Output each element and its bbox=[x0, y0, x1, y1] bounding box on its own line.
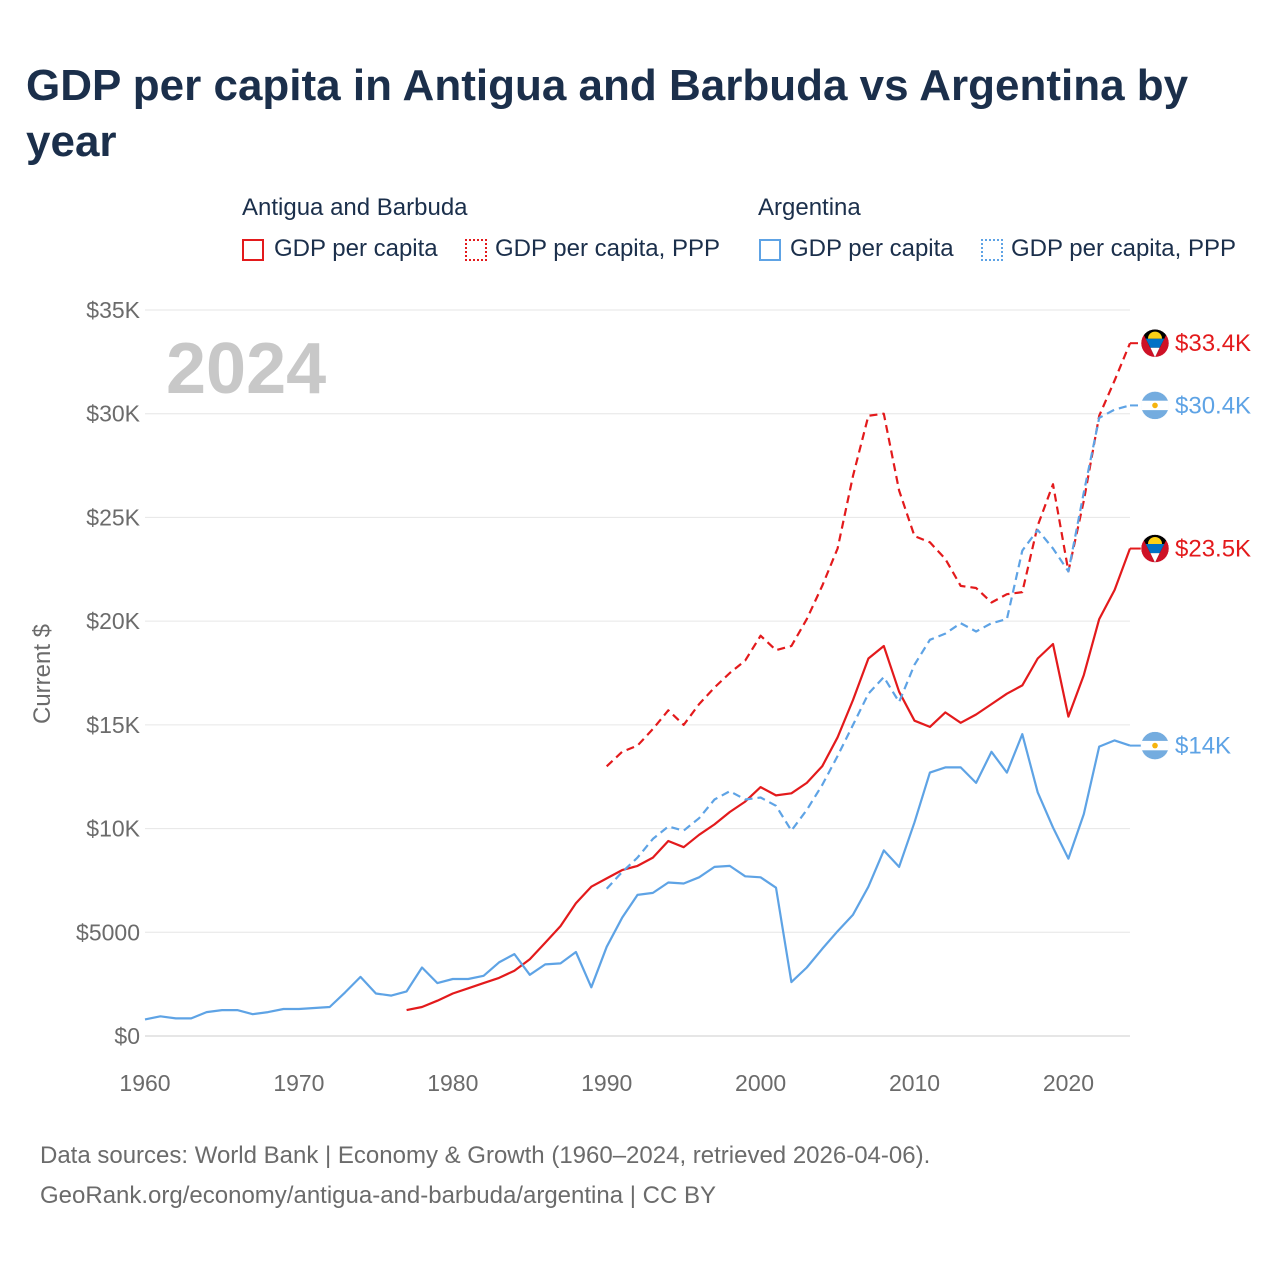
legend-swatch-dotted-blue bbox=[981, 239, 1003, 261]
antigua-flag-icon bbox=[1140, 534, 1170, 563]
antigua-flag-icon bbox=[1140, 328, 1170, 358]
series-line-argentina-gdp-per-capita bbox=[144, 733, 1131, 1021]
y-tick-label: $5000 bbox=[76, 919, 140, 945]
legend-swatch-solid-blue bbox=[759, 239, 781, 261]
y-tick-label: $30K bbox=[86, 401, 140, 427]
footer-link[interactable]: GeoRank.org/economy/antigua-and-barbuda/… bbox=[40, 1182, 716, 1209]
gridlines bbox=[145, 309, 1130, 1037]
end-value-label: $30.4K bbox=[1175, 392, 1251, 419]
y-axis-ticks: $0 $5000 $10K $15K $20K $25K $30K $35K bbox=[76, 297, 141, 1049]
flag-fill bbox=[1141, 391, 1169, 420]
line-chart: $0 $5000 $10K $15K $20K $25K $30K $35K 1960 1970… bbox=[29, 297, 1251, 1096]
series-line-antigua-and-barbuda-gdp-per-capita bbox=[406, 548, 1132, 1012]
legend-label: GDP per capita, PPP bbox=[1011, 235, 1236, 262]
flag-band-blue bbox=[1145, 543, 1165, 554]
y-axis-label: Current $ bbox=[29, 624, 56, 724]
footer: Data sources: World Bank | Economy & Gro… bbox=[40, 1136, 930, 1216]
flag-fill bbox=[1141, 534, 1169, 563]
x-axis-ticks: 1960 1970 1980 1990 2000 2010 2020 bbox=[119, 1070, 1094, 1096]
legend-swatch-dotted-red bbox=[465, 239, 487, 261]
x-tick-label: 1990 bbox=[581, 1070, 632, 1096]
flag-outline bbox=[1140, 328, 1170, 358]
flag-outline bbox=[1140, 391, 1170, 420]
y-tick-label: $10K bbox=[86, 816, 140, 842]
x-tick-label: 1970 bbox=[273, 1070, 324, 1096]
y-tick-label: $0 bbox=[114, 1023, 140, 1049]
argentina-flag-icon bbox=[1140, 391, 1170, 420]
x-tick-label: 2010 bbox=[889, 1070, 940, 1096]
end-value-label: $23.5K bbox=[1175, 536, 1251, 563]
flag-band-white bbox=[1150, 553, 1160, 563]
y-tick-label: $35K bbox=[86, 297, 140, 323]
x-tick-label: 1980 bbox=[427, 1070, 478, 1096]
end-labels: $23.5K $33.4K $14K $30.4K bbox=[1130, 328, 1251, 760]
legend: Antigua and Barbuda Argentina GDP per ca… bbox=[0, 190, 1280, 270]
flag-sun bbox=[1148, 331, 1162, 339]
flag-outline bbox=[1140, 731, 1170, 760]
end-value-label: $33.4K bbox=[1175, 330, 1251, 357]
series-line-argentina-gdp-per-capita-ppp bbox=[605, 404, 1131, 890]
footer-sources: Data sources: World Bank | Economy & Gro… bbox=[40, 1142, 931, 1169]
year-label: 2024 bbox=[166, 329, 326, 409]
flag-sun bbox=[1152, 742, 1158, 749]
x-tick-label: 2000 bbox=[735, 1070, 786, 1096]
legend-label: GDP per capita, PPP bbox=[495, 235, 720, 262]
legend-group-antigua: Antigua and Barbuda bbox=[242, 194, 468, 221]
flag-band-white bbox=[1150, 347, 1160, 358]
y-tick-label: $25K bbox=[86, 504, 140, 530]
legend-label: GDP per capita bbox=[790, 235, 954, 262]
flag-band-blue bbox=[1145, 338, 1165, 348]
argentina-flag-icon bbox=[1140, 731, 1170, 760]
y-tick-label: $20K bbox=[86, 608, 140, 634]
legend-label: GDP per capita bbox=[274, 235, 438, 262]
flag-outline bbox=[1140, 534, 1170, 563]
x-tick-label: 1960 bbox=[119, 1070, 170, 1096]
flag-sun bbox=[1152, 402, 1158, 409]
y-tick-label: $15K bbox=[86, 712, 140, 738]
legend-group-argentina: Argentina bbox=[758, 194, 861, 221]
series-line-antigua-and-barbuda-gdp-per-capita-ppp bbox=[605, 342, 1132, 768]
flag-sun bbox=[1148, 536, 1162, 544]
x-tick-label: 2020 bbox=[1043, 1070, 1094, 1096]
end-value-label: $14K bbox=[1175, 733, 1231, 760]
series-lines bbox=[144, 342, 1132, 1021]
chart-title: GDP per capita in Antigua and Barbuda vs… bbox=[26, 61, 1189, 166]
flag-fill bbox=[1141, 731, 1169, 760]
flag-fill bbox=[1141, 329, 1169, 358]
legend-swatch-solid-red bbox=[242, 239, 264, 261]
